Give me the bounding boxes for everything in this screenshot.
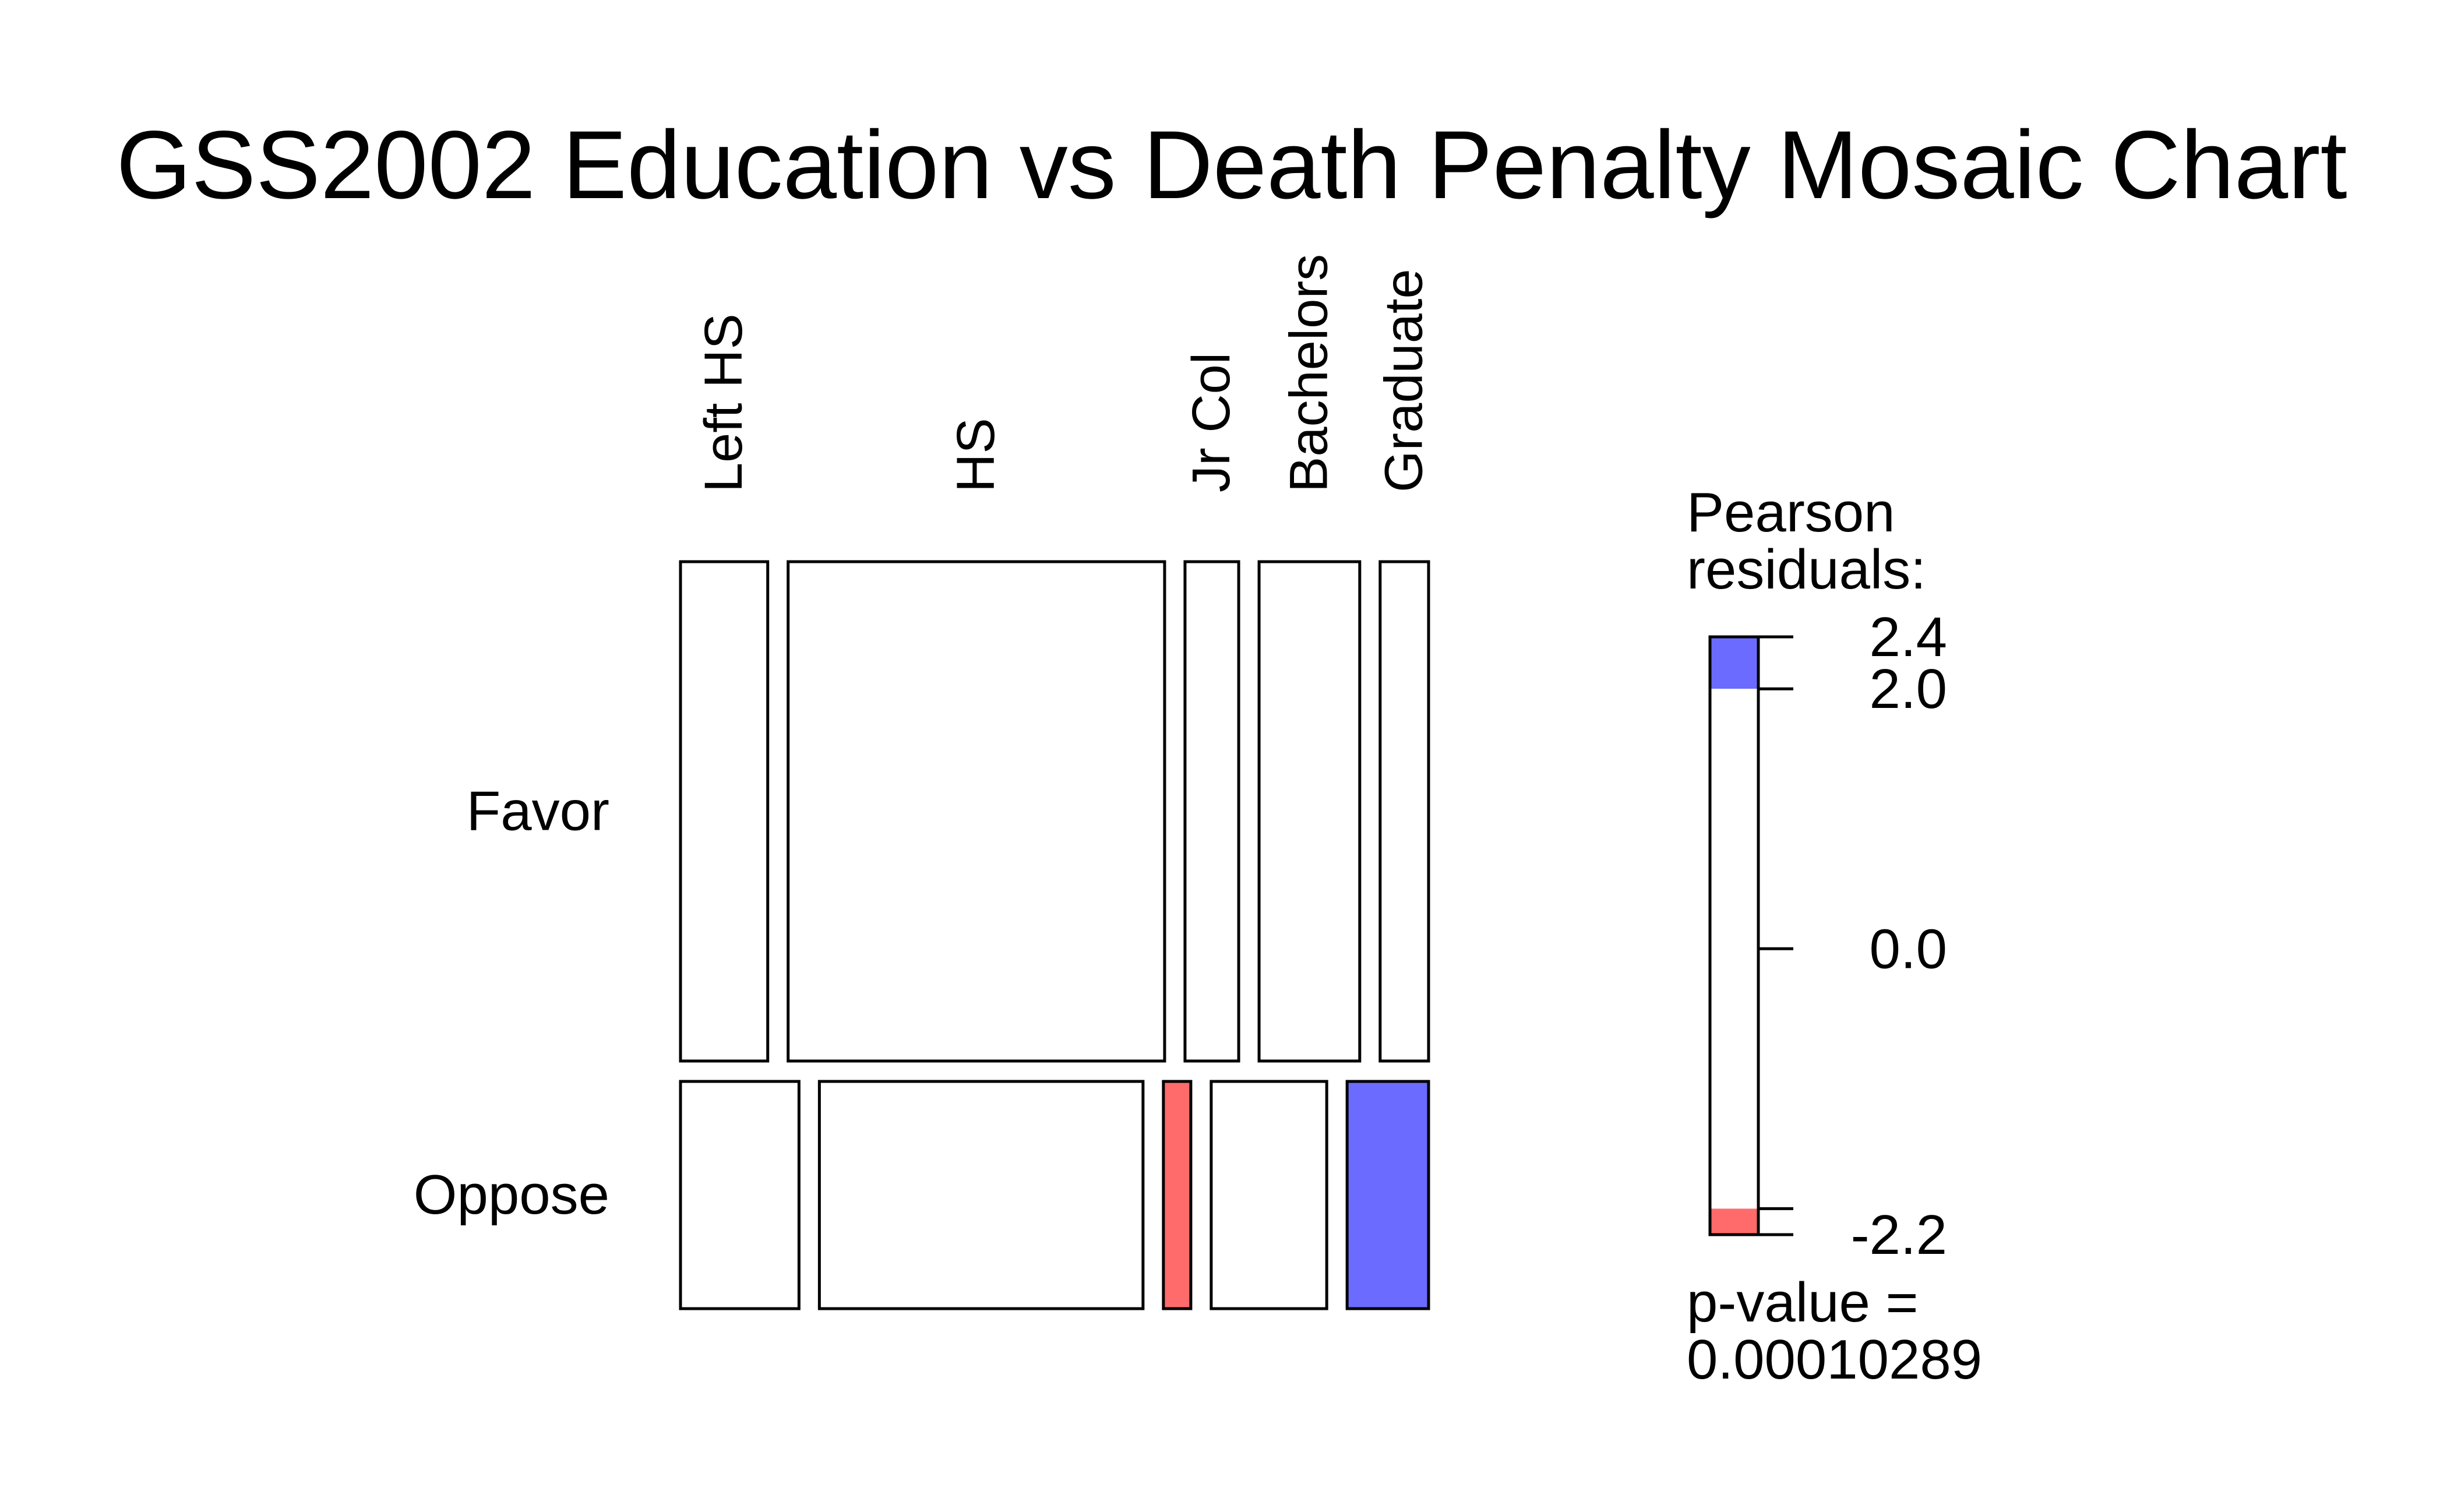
column-label-left-hs: Left HS xyxy=(694,313,753,492)
legend-tick-label: 0.0 xyxy=(1870,918,1947,980)
column-label-graduate: Graduate xyxy=(1374,269,1433,492)
pvalue-line1: p-value = xyxy=(1687,1271,1919,1334)
legend-title-line1: Pearson xyxy=(1687,481,1895,544)
tile-oppose-hs xyxy=(817,1080,1145,1310)
column-label-bachelors: Bachelors xyxy=(1279,254,1338,492)
legend-bar-frame xyxy=(1708,635,1760,1236)
legend-tick-label: -2.2 xyxy=(1851,1204,1947,1266)
legend-negative-band xyxy=(1710,1208,1758,1235)
tile-oppose-jr-col xyxy=(1162,1080,1193,1310)
tile-favor-jr-col xyxy=(1183,560,1240,1063)
column-label-hs: HS xyxy=(946,418,1006,492)
legend-ticks: 2.42.0 0.0 -2.2 xyxy=(1758,606,1947,1266)
tile-oppose-bachelors xyxy=(1210,1080,1328,1310)
mosaic-tiles xyxy=(679,560,1430,1310)
legend-tick-label: 2.0 xyxy=(1870,658,1947,720)
legend-positive-band xyxy=(1710,637,1758,689)
legend-title-line2: residuals: xyxy=(1687,538,1926,601)
column-labels: Left HS HS Jr Col Bachelors Graduate xyxy=(694,254,1434,492)
tile-oppose-left-hs xyxy=(679,1080,801,1310)
tile-favor-left-hs xyxy=(679,560,770,1063)
column-label-jr-col: Jr Col xyxy=(1182,353,1241,492)
chart-title: GSS2002 Education vs Death Penalty Mosai… xyxy=(116,111,2347,219)
row-labels: Favor Oppose xyxy=(414,780,609,1226)
row-label-oppose: Oppose xyxy=(414,1164,609,1226)
legend-neutral-band xyxy=(1710,689,1758,1209)
residuals-legend: Pearson residuals: 2.42.0 0.0 -2.2 p-value… xyxy=(1687,481,1982,1391)
tile-oppose-graduate xyxy=(1345,1080,1430,1310)
row-label-favor: Favor xyxy=(467,780,609,843)
pvalue-line2: 0.00010289 xyxy=(1687,1328,1982,1391)
tile-favor-bachelors xyxy=(1257,560,1362,1063)
legend-tick-label: 2.4 xyxy=(1870,606,1947,668)
tile-favor-hs xyxy=(787,560,1166,1063)
tile-favor-graduate xyxy=(1378,560,1430,1063)
legend-color-bar xyxy=(1708,635,1760,1236)
